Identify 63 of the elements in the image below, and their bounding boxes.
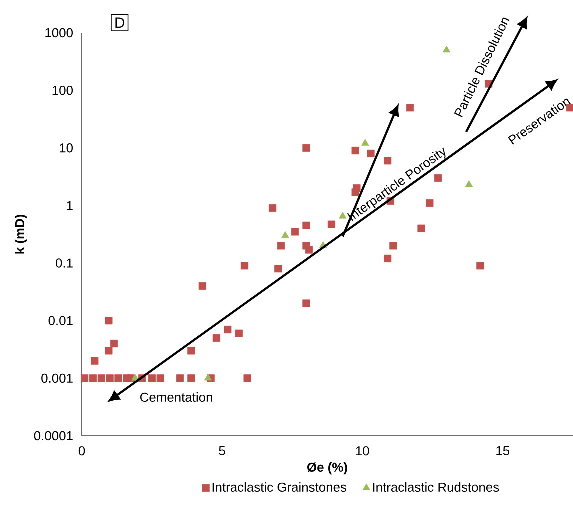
point [352, 146, 360, 155]
point [240, 262, 249, 270]
y-tick-label: 1 [67, 201, 73, 210]
point [362, 139, 370, 146]
y-tick-label: 0.0001 [34, 431, 73, 441]
y-tick-label: 0.01 [48, 316, 73, 326]
point [235, 330, 243, 338]
point [176, 374, 184, 382]
point [406, 104, 414, 112]
point [274, 265, 282, 273]
point [212, 334, 220, 342]
point [282, 231, 290, 238]
point [328, 220, 336, 228]
point [148, 374, 156, 382]
x-axis-title: Øe (%) [308, 462, 348, 475]
y-axis-title: k (mD) [14, 215, 28, 254]
x-tick-label: 0 [78, 446, 86, 456]
point [188, 374, 196, 382]
legend-label: Intraclastic Grainstones [212, 482, 346, 492]
point [98, 374, 106, 382]
point [465, 180, 474, 188]
point [91, 357, 99, 365]
point [89, 374, 98, 382]
point [384, 157, 392, 165]
point [426, 200, 434, 208]
y-tick-label: 10 [60, 144, 73, 153]
point [105, 347, 113, 355]
y-tick-label: 1000 [46, 28, 73, 38]
point [244, 374, 252, 382]
point [224, 326, 232, 334]
point [302, 144, 310, 152]
point [418, 224, 426, 232]
annotation: Cementation [140, 392, 212, 402]
y-tick-label: 100 [52, 86, 73, 96]
point [198, 282, 206, 290]
point [367, 150, 375, 158]
point [156, 374, 164, 382]
point [302, 222, 310, 230]
legend-label: Intraclastic Rudstones [373, 482, 500, 492]
point [204, 374, 212, 381]
point [390, 242, 398, 250]
x-tick-label: 10 [356, 446, 370, 456]
point [269, 204, 277, 212]
point [110, 340, 118, 348]
point [305, 246, 314, 254]
point [476, 262, 484, 270]
y-tick-label: 0.001 [42, 374, 73, 383]
point [291, 228, 300, 236]
point [105, 317, 113, 325]
point [277, 242, 285, 250]
point [384, 254, 392, 262]
point [188, 347, 196, 355]
x-tick-label: 5 [219, 446, 226, 456]
point [81, 374, 89, 382]
point [131, 374, 140, 381]
point [442, 46, 451, 53]
point [106, 374, 114, 382]
text: D [116, 18, 125, 28]
x-tick-label: 15 [496, 446, 510, 456]
point [114, 374, 122, 382]
point [339, 212, 347, 219]
y-tick-label: 0.1 [56, 258, 73, 268]
point [302, 300, 310, 308]
